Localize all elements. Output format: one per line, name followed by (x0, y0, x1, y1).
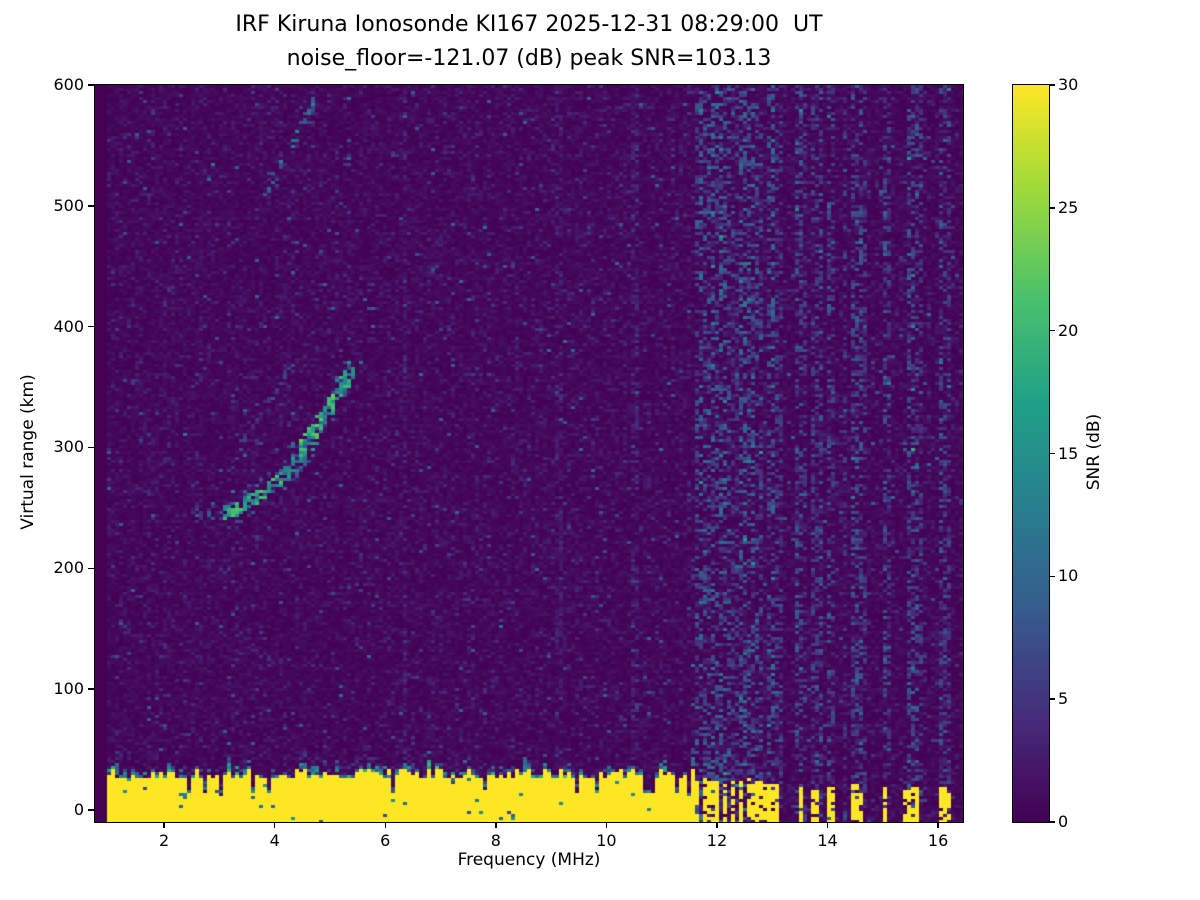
y-tick-mark (88, 567, 94, 570)
colorbar-tick-mark (1050, 84, 1055, 86)
colorbar-tick-label: 25 (1058, 197, 1079, 217)
y-tick-label: 600 (53, 75, 84, 94)
y-tick-mark (88, 325, 94, 328)
colorbar-tick-label: 30 (1058, 75, 1079, 94)
y-tick-mark (88, 809, 94, 811)
x-axis-label: Frequency (MHz) (457, 850, 601, 870)
plot-area (94, 84, 964, 823)
colorbar-tick-label: 10 (1058, 566, 1079, 586)
x-tick-label: 8 (490, 831, 501, 850)
x-tick-label: 2 (159, 831, 170, 850)
y-tick-label: 0 (73, 799, 84, 819)
y-axis-label: Virtual range (km) (18, 374, 38, 530)
colorbar-tick-label: 5 (1058, 689, 1069, 709)
x-tick-label: 14 (817, 831, 838, 850)
y-tick-mark (88, 688, 94, 690)
y-tick-mark (88, 205, 94, 207)
colorbar-canvas (1013, 85, 1049, 822)
x-tick-mark (716, 823, 718, 828)
heatmap-canvas (95, 85, 963, 822)
colorbar-tick-mark (1050, 575, 1055, 578)
y-tick-mark (88, 84, 94, 86)
y-tick-label: 500 (53, 195, 84, 215)
y-tick-label: 400 (53, 316, 84, 336)
chart-subtitle: noise_floor=-121.07 (dB) peak SNR=103.13 (286, 46, 772, 71)
colorbar-tick-label: 15 (1058, 443, 1079, 463)
x-tick-label: 4 (269, 831, 280, 850)
y-tick-label: 200 (53, 558, 84, 578)
x-tick-label: 10 (596, 831, 617, 850)
x-tick-mark (826, 823, 829, 828)
x-tick-mark (937, 823, 939, 828)
colorbar-tick-mark (1050, 207, 1055, 209)
chart-title: IRF Kiruna Ionosonde KI167 2025-12-31 08… (235, 12, 823, 37)
colorbar-tick-mark (1050, 452, 1055, 455)
y-tick-label: 300 (53, 437, 84, 457)
y-tick-mark (88, 446, 94, 449)
x-tick-mark (495, 823, 497, 828)
x-tick-label: 12 (706, 831, 728, 850)
colorbar-tick-mark (1050, 821, 1055, 823)
colorbar-tick-label: 0 (1058, 812, 1069, 831)
x-tick-mark (605, 823, 608, 828)
x-tick-mark (384, 823, 386, 828)
y-tick-label: 100 (53, 679, 84, 699)
x-tick-label: 16 (927, 831, 949, 850)
colorbar-tick-mark (1050, 698, 1055, 700)
x-tick-label: 6 (380, 831, 391, 850)
x-tick-mark (273, 823, 276, 828)
colorbar (1012, 84, 1050, 823)
x-tick-mark (163, 823, 165, 828)
colorbar-tick-label: 20 (1058, 320, 1079, 340)
colorbar-tick-mark (1050, 329, 1055, 332)
